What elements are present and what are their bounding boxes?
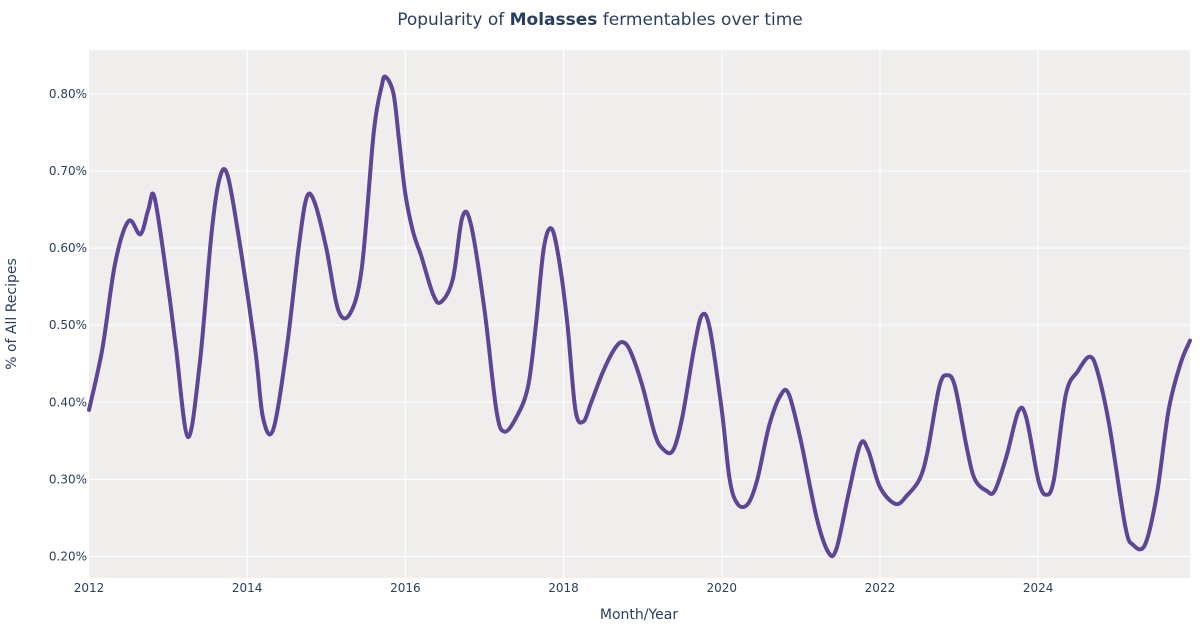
y-tick-label: 0.80% <box>49 87 87 101</box>
y-axis-ticks: 0.20% 0.30% 0.40% 0.50% 0.60% 0.70% 0.80% <box>49 87 87 563</box>
x-tick-label: 2020 <box>706 581 737 595</box>
x-tick-label: 2016 <box>390 581 421 595</box>
y-tick-label: 0.50% <box>49 318 87 332</box>
y-tick-label: 0.60% <box>49 241 87 255</box>
y-tick-label: 0.20% <box>49 549 87 563</box>
series-group <box>87 74 1192 559</box>
y-tick-label: 0.30% <box>49 472 87 486</box>
x-tick-label: 2012 <box>74 581 105 595</box>
y-tick-label: 0.40% <box>49 395 87 409</box>
x-axis-ticks: 2012 2014 2016 2018 2020 2022 2024 <box>74 581 1054 595</box>
chart-title-suffix: fermentables over time <box>597 10 802 30</box>
x-tick-label: 2024 <box>1023 581 1054 595</box>
x-axis-label: Month/Year <box>600 607 678 623</box>
y-gridlines <box>89 93 1190 557</box>
y-axis-label: % of All Recipes <box>4 258 20 370</box>
chart-title-ingredient: Molasses <box>510 10 598 30</box>
x-tick-label: 2022 <box>865 581 896 595</box>
y-tick-label: 0.70% <box>49 164 87 178</box>
x-tick-label: 2018 <box>548 581 579 595</box>
x-tick-label: 2014 <box>232 581 263 595</box>
plot-area <box>89 50 1190 578</box>
chart-title-prefix: Popularity of <box>397 10 509 30</box>
series-line-molasses <box>87 74 1192 559</box>
chart-title: Popularity of Molasses fermentables over… <box>397 10 803 30</box>
